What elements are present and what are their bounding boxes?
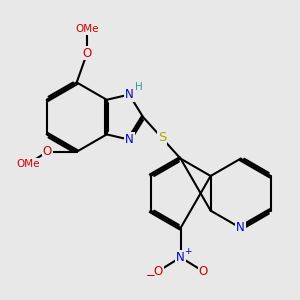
Text: O: O bbox=[154, 265, 163, 278]
Text: H: H bbox=[135, 82, 143, 92]
Text: N: N bbox=[125, 88, 134, 101]
Text: N: N bbox=[236, 221, 245, 234]
Text: O: O bbox=[199, 265, 208, 278]
Text: OMe: OMe bbox=[75, 24, 99, 34]
Text: N: N bbox=[176, 251, 185, 264]
Text: O: O bbox=[82, 46, 92, 59]
Text: N: N bbox=[125, 133, 134, 146]
Text: OMe: OMe bbox=[16, 159, 40, 169]
Text: +: + bbox=[184, 247, 192, 256]
Text: S: S bbox=[158, 131, 166, 144]
Text: O: O bbox=[43, 145, 52, 158]
Text: −: − bbox=[146, 269, 155, 282]
